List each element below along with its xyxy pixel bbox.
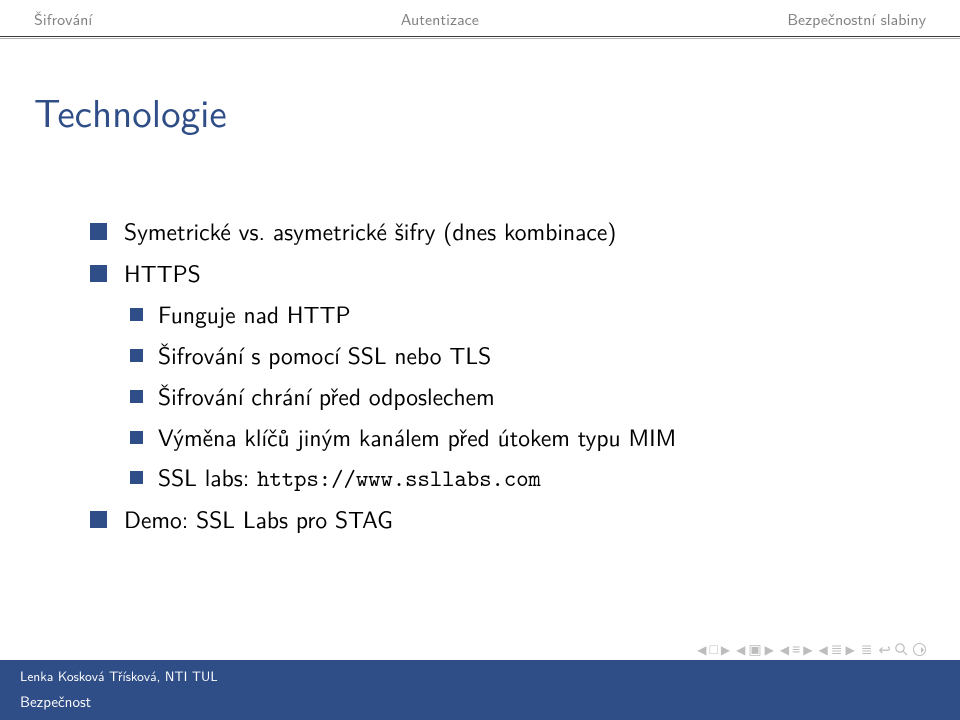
footer-author: Lenka Kosková Třísková, NTI TUL xyxy=(20,666,940,686)
beamer-nav-icons[interactable]: ◀ □ ▶ ◀ ▣ ▶ ◀ ≡ ▶ ◀ ≣ ▶ ≣ ↩ xyxy=(697,638,926,660)
list-item-text: SSL labs: https://www.ssllabs.com xyxy=(158,462,541,495)
nav-subsection-prev-next[interactable]: ◀ ≡ ▶ xyxy=(780,639,813,659)
nav-right[interactable]: Bezpečnostní slabiny xyxy=(787,7,926,30)
triangle-right-icon: ▶ xyxy=(721,640,730,658)
list-item-text: Funguje nad HTTP xyxy=(158,299,351,331)
bullet-icon xyxy=(90,511,107,528)
bullet-icon xyxy=(130,349,143,362)
bullet-icon xyxy=(130,390,143,403)
list-item-url: https://www.ssllabs.com xyxy=(257,463,541,494)
back-icon: ↩ xyxy=(878,638,891,660)
bullet-icon xyxy=(130,308,143,321)
list-item-text: HTTPS xyxy=(124,258,201,290)
subsection-icon: ≡ xyxy=(792,639,800,659)
appendix-icon: ≣ xyxy=(861,639,873,659)
circled-arrow-icon xyxy=(911,643,926,656)
bullet-icon xyxy=(90,265,107,282)
slide-footer: ◀ □ ▶ ◀ ▣ ▶ ◀ ≡ ▶ ◀ ≣ ▶ ≣ ↩ xyxy=(0,660,960,720)
nav-back-forward[interactable]: ↩ xyxy=(878,638,926,660)
list-item: Výměna klíčů jiným kanálem před útokem t… xyxy=(90,422,900,454)
bullet-icon xyxy=(130,471,143,484)
section-nav: Šifrování Autentizace Bezpečnostní slabi… xyxy=(0,0,960,36)
nav-center[interactable]: Autentizace xyxy=(401,7,479,30)
slide-content: Symetrické vs. asymetrické šifry (dnes k… xyxy=(0,140,960,536)
nav-section-prev-next[interactable]: ◀ ≣ ▶ xyxy=(818,639,854,659)
nav-frame-prev-next[interactable]: ◀ ▣ ▶ xyxy=(736,639,774,659)
list-item-prefix: SSL labs: xyxy=(158,460,257,494)
footer-bar: Lenka Kosková Třísková, NTI TUL Bezpečno… xyxy=(0,660,960,720)
slide-icon: □ xyxy=(709,639,717,659)
triangle-left-icon: ◀ xyxy=(780,640,789,658)
list-item: Šifrování chrání před odposlechem xyxy=(90,381,900,413)
list-item: Šifrování s pomocí SSL nebo TLS xyxy=(90,340,900,372)
triangle-right-icon: ▶ xyxy=(803,640,812,658)
nav-appendix[interactable]: ≣ xyxy=(861,639,873,659)
triangle-right-icon: ▶ xyxy=(845,640,854,658)
search-icon xyxy=(894,642,908,656)
list-item: Demo: SSL Labs pro STAG xyxy=(90,504,900,536)
triangle-left-icon: ◀ xyxy=(818,640,827,658)
nav-slide-prev-next[interactable]: ◀ □ ▶ xyxy=(697,639,730,659)
list-item-text: Šifrování s pomocí SSL nebo TLS xyxy=(158,340,491,372)
section-icon: ≣ xyxy=(831,639,843,659)
list-item-text: Výměna klíčů jiným kanálem před útokem t… xyxy=(158,422,676,454)
frame-icon: ▣ xyxy=(748,639,761,659)
bullet-icon xyxy=(130,431,143,444)
triangle-left-icon: ◀ xyxy=(736,640,745,658)
list-item-text: Demo: SSL Labs pro STAG xyxy=(124,504,393,536)
list-item-text: Symetrické vs. asymetrické šifry (dnes k… xyxy=(124,216,616,248)
nav-divider xyxy=(0,36,960,37)
list-item: Symetrické vs. asymetrické šifry (dnes k… xyxy=(90,216,900,248)
slide-title: Technologie xyxy=(0,39,960,140)
triangle-left-icon: ◀ xyxy=(697,640,706,658)
bullet-icon xyxy=(90,223,107,240)
list-item: HTTPS xyxy=(90,258,900,290)
list-item: Funguje nad HTTP xyxy=(90,299,900,331)
triangle-right-icon: ▶ xyxy=(765,640,774,658)
nav-left[interactable]: Šifrování xyxy=(34,7,92,30)
list-item: SSL labs: https://www.ssllabs.com xyxy=(90,462,900,495)
list-item-text: Šifrování chrání před odposlechem xyxy=(158,381,495,413)
footer-title: Bezpečnost xyxy=(20,690,940,712)
